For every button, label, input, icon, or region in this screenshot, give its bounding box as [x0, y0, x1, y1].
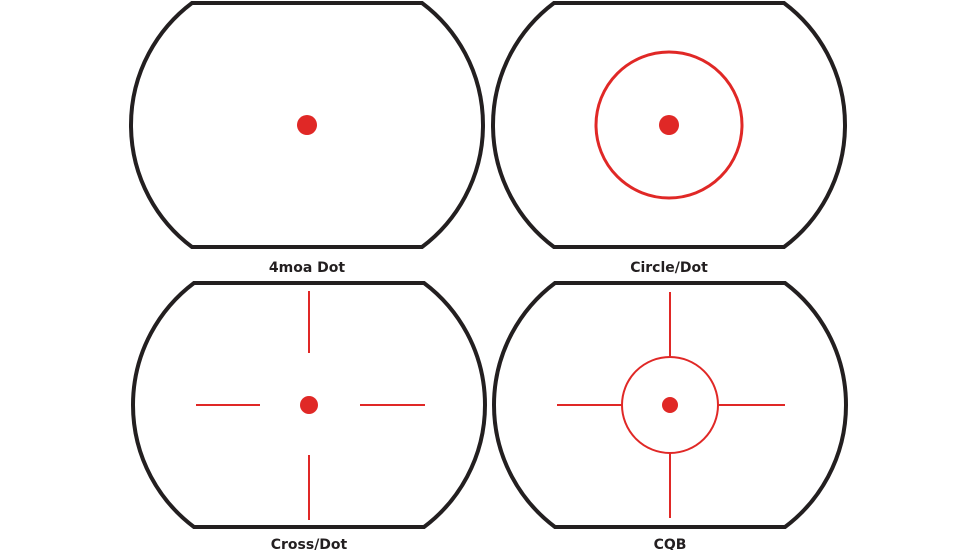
reticle-circle [594, 50, 744, 200]
reticle-panel-circle-dot [491, 0, 847, 249]
sight-frame [491, 0, 847, 249]
reticle-panel-cqb [492, 281, 848, 529]
sight-frame [492, 281, 848, 529]
reticle-label: CQB [654, 537, 687, 550]
red-dot [662, 397, 678, 413]
reticle-label: 4moa Dot [269, 260, 346, 276]
red-dot [659, 115, 679, 135]
reticle-label: Cross/Dot [271, 537, 348, 550]
reticle-panel-4moa-dot [129, 1, 485, 249]
reticle-label: Circle/Dot [630, 260, 708, 276]
sight-frame [129, 1, 485, 249]
red-dot [297, 115, 317, 135]
red-dot [300, 396, 318, 414]
reticle-circle [621, 356, 719, 454]
sight-frame [131, 281, 487, 529]
reticle-panel-cross-dot [131, 281, 487, 529]
